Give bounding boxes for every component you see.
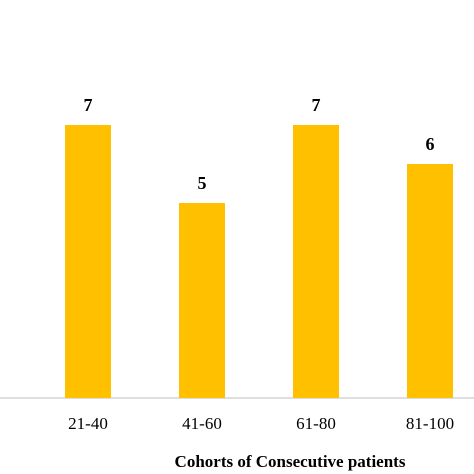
bar (293, 125, 339, 398)
bar (179, 203, 225, 398)
x-tick-label: 61-80 (296, 414, 336, 433)
data-label: 7 (312, 95, 321, 115)
bar (65, 125, 111, 398)
bar (407, 164, 453, 398)
x-tick-label: 81-100 (406, 414, 454, 433)
x-axis-label: Cohorts of Consecutive patients (175, 452, 406, 471)
x-tick-label: 41-60 (182, 414, 222, 433)
data-label: 5 (198, 173, 207, 193)
data-label: 6 (426, 134, 435, 154)
x-tick-label: 21-40 (68, 414, 108, 433)
data-label: 7 (84, 95, 93, 115)
